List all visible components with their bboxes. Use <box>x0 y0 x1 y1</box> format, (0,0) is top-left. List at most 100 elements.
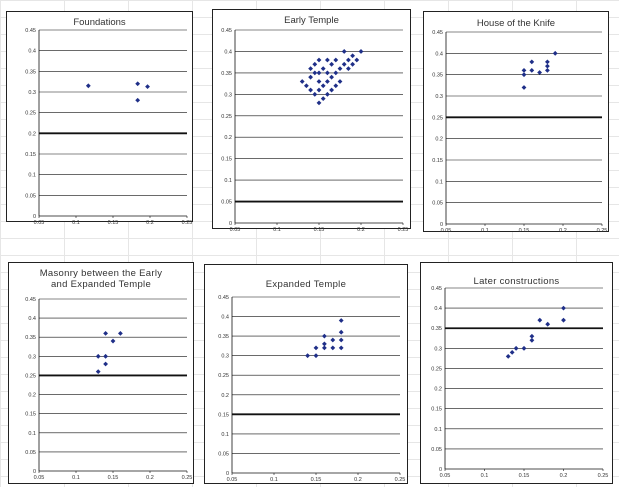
data-point <box>299 79 305 84</box>
chart-title: Early Temple <box>284 15 339 26</box>
y-tick-label: 0.1 <box>28 431 36 437</box>
data-point <box>338 337 344 343</box>
y-tick-label: 0.45 <box>25 297 36 303</box>
x-tick-label: 0.05 <box>227 477 238 483</box>
data-point <box>313 345 319 351</box>
x-tick-label: 0.1 <box>72 475 80 481</box>
data-point <box>521 72 527 78</box>
y-tick-label: 0.25 <box>432 115 443 121</box>
x-tick-label: 0.25 <box>597 228 608 234</box>
data-point <box>103 361 108 367</box>
data-point <box>350 61 355 67</box>
data-point <box>135 97 141 103</box>
chart-title: House of the Knife <box>476 18 556 29</box>
data-point <box>308 74 313 80</box>
y-tick-label: 0.45 <box>432 30 443 36</box>
data-point <box>338 329 344 335</box>
y-tick-label: 0.3 <box>28 354 36 360</box>
chart-svg: 00.050.10.150.20.250.30.350.40.450.05 0.1… <box>221 28 409 233</box>
data-point <box>561 317 566 323</box>
data-point <box>325 91 330 97</box>
x-tick-label: 0.25 <box>182 475 193 481</box>
y-tick-label: 0.05 <box>431 447 442 453</box>
x-tick-label: 0.15 <box>108 220 119 226</box>
y-tick-label: 0.35 <box>432 73 443 79</box>
x-tick-label: 0.15 <box>108 475 119 481</box>
data-point <box>103 331 108 336</box>
chart-panel-expanded-temple: Expanded Temple 0 0.05 0.1 0.15 0.2 0.25 0.3 0.… <box>204 264 408 484</box>
data-point <box>545 68 550 73</box>
x-tick-label: 0.15 <box>519 228 530 234</box>
x-tick-label: 0.1 <box>481 228 489 234</box>
data-point <box>521 85 527 90</box>
y-tick-label: 0.2 <box>221 393 229 399</box>
data-point <box>304 83 309 89</box>
y-tick-label: 0.35 <box>25 69 36 75</box>
data-point <box>552 50 558 56</box>
x-tick-label: 0.1 <box>270 477 278 483</box>
chart-title: Masonry between the Early and Expanded T… <box>39 268 163 290</box>
data-point <box>103 353 108 359</box>
chart-svg: 00.050.10.150.20.250.30.350.40.450.05 0.1… <box>431 286 608 479</box>
y-tick-label: 0.45 <box>431 286 442 292</box>
data-point <box>308 66 313 71</box>
data-point <box>329 61 334 67</box>
y-tick-label: 0.15 <box>431 407 442 413</box>
y-tick-label: 0.25 <box>221 114 232 120</box>
y-tick-label: 0.45 <box>221 28 232 34</box>
y-tick-label: 0.25 <box>218 373 229 379</box>
y-tick-label: 0.4 <box>434 306 442 312</box>
data-point <box>135 81 141 87</box>
y-tick-label: 0.25 <box>25 111 36 117</box>
x-tick-label: 0.05 <box>230 227 241 233</box>
x-tick-label: 0.1 <box>481 473 489 479</box>
data-point <box>329 87 334 93</box>
data-point <box>346 66 351 71</box>
chart-title: Later constructions <box>473 276 560 287</box>
data-point <box>312 61 318 67</box>
chart-panel-later-constructions: Later constructions 0 0.05 0.1 0.15 0.2 0.25 0… <box>420 262 613 484</box>
x-tick-label: 0.25 <box>398 227 409 233</box>
y-tick-label: 0.35 <box>218 334 229 340</box>
y-tick-label: 0.1 <box>28 173 36 179</box>
x-tick-label: 0.25 <box>182 220 193 226</box>
y-tick-label: 0.05 <box>432 201 443 207</box>
data-point <box>341 49 347 54</box>
data-point <box>95 369 101 375</box>
data-point <box>316 100 322 106</box>
data-point <box>545 59 550 65</box>
y-tick-label: 0.05 <box>25 450 36 456</box>
data-point <box>521 345 527 351</box>
data-point <box>509 349 515 355</box>
x-tick-label: 0.05 <box>34 475 45 481</box>
y-tick-label: 0.45 <box>218 295 229 301</box>
data-point <box>521 68 527 73</box>
y-tick-label: 0.35 <box>431 326 442 332</box>
data-point <box>346 57 351 63</box>
y-tick-label: 0.3 <box>28 90 36 96</box>
data-point <box>325 70 330 76</box>
data-point <box>316 87 322 93</box>
y-tick-label: 0.25 <box>431 366 442 372</box>
x-tick-label: 0.2 <box>560 473 568 479</box>
y-tick-label: 0 <box>439 467 442 473</box>
data-point <box>337 79 343 84</box>
y-tick-label: 0.15 <box>25 412 36 418</box>
data-point <box>354 57 360 63</box>
y-tick-label: 0.3 <box>224 92 232 98</box>
x-tick-label: 0.15 <box>314 227 325 233</box>
data-point <box>333 57 339 63</box>
data-point <box>329 74 334 80</box>
chart-svg: 00.050.10.150.20.250.30.350.40.450.05 0.1… <box>218 295 406 483</box>
x-tick-label: 0.25 <box>395 477 406 483</box>
y-tick-label: 0.4 <box>435 51 443 57</box>
data-point <box>545 321 551 327</box>
x-tick-label: 0.05 <box>440 473 451 479</box>
y-tick-label: 0.3 <box>434 346 442 352</box>
data-point <box>529 333 535 339</box>
data-point <box>316 70 322 76</box>
data-point <box>529 337 535 343</box>
data-point <box>312 91 318 97</box>
chart-panel-masonry: Masonry between the Early and Expanded T… <box>8 262 194 484</box>
